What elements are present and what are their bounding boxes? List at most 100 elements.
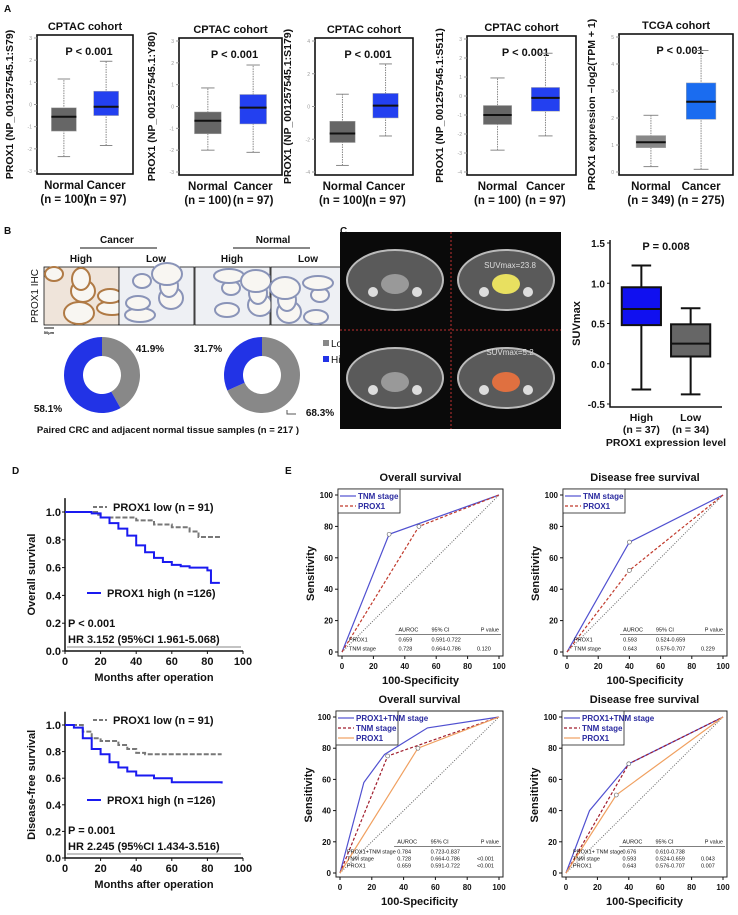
table-cell: 0.120 (477, 647, 491, 653)
km-line-high (65, 511, 220, 584)
gland-shape (97, 288, 123, 304)
km-line-high (65, 724, 223, 784)
legend-swatch-low (323, 340, 329, 346)
table-header: AUROC (397, 839, 417, 845)
y-tick-label: 0 (29, 103, 32, 109)
y-tick-label: 60 (549, 554, 558, 563)
x-tick-label: 40 (399, 883, 408, 892)
table-cell: 0.591-0.722 (431, 638, 460, 644)
km-curve-9: 0 20 40 60 80 100 0.0 0.2 0.4 0.6 0.8 1.0 Disease-fr… (26, 711, 252, 891)
table-cell: 0.610-0.738 (655, 849, 684, 855)
legend-label: TNM stage (582, 724, 623, 733)
cutoff-point (627, 539, 632, 545)
y-tick-label: 20 (324, 617, 333, 626)
pet-hotspot (492, 274, 520, 294)
bone (523, 385, 533, 395)
plot-frame (618, 33, 734, 176)
y-tick-label: -3 (458, 151, 463, 157)
table-cell: 0.007 (701, 863, 715, 869)
x-tick-label: 0 (340, 662, 345, 671)
gland-shape (125, 295, 151, 311)
y-tick-label: 0 (327, 869, 332, 878)
x-axis-label: 100-Specificity (606, 896, 684, 908)
y-tick-label: 40 (548, 807, 557, 816)
y-tick-label: 2 (29, 58, 32, 64)
y-tick-label: 60 (548, 775, 557, 784)
legend-box (561, 710, 625, 746)
donut-slice-high (63, 337, 121, 413)
table-header: AUROC (399, 628, 419, 634)
reference-diagonal (339, 716, 500, 874)
plot-frame (335, 710, 504, 878)
x-tick-label: 80 (463, 883, 472, 892)
x-tick-label: 20 (594, 662, 603, 671)
roc-line (339, 716, 500, 874)
gland-shape (302, 275, 334, 291)
group-label: High (630, 412, 653, 424)
y-tick-label: 1.0 (46, 507, 61, 519)
x-axis-label: Months after operation (94, 672, 213, 684)
y-tick-label: 80 (322, 744, 331, 753)
donut-slice-low (102, 337, 140, 409)
y-tick-label: 2 (307, 72, 310, 78)
p-value: P < 0.001 (65, 46, 112, 58)
y-tick-label: 60 (324, 554, 333, 563)
table-cell: PROX1 (349, 638, 368, 644)
table-cell: TNM stage (574, 647, 601, 653)
donut-slice-low (227, 337, 300, 414)
y-tick-label: 3 (459, 37, 462, 43)
table-cell: 0.593 (623, 856, 637, 862)
x-tick-label: 60 (656, 662, 665, 671)
x-tick-label: 80 (201, 863, 213, 875)
y-tick-label: 40 (549, 585, 558, 594)
panel-label: D (12, 466, 19, 477)
y-tick-label: 4 (307, 39, 310, 45)
y-tick-label: 1 (611, 143, 614, 149)
table-cell: PROX1+ TNM stage (573, 849, 623, 855)
y-tick-label: -1 (170, 126, 175, 132)
y-tick-label: 100 (544, 713, 558, 722)
y-axis-label: Overall survival (26, 534, 38, 616)
legend-box (335, 710, 399, 746)
ct-organ (381, 274, 409, 294)
group-label: Cancer (366, 181, 406, 193)
roc-curve-13: Disease free survival 0 20 40 60 80 100 0 20 40 60… (529, 694, 730, 908)
y-tick-label: -2 (306, 137, 311, 143)
column-label: Low (146, 254, 166, 265)
x-tick-label: 60 (431, 883, 440, 892)
x-tick-label: 0 (338, 883, 343, 892)
y-tick-label: 3 (29, 36, 32, 42)
table-header: 95% CI (431, 839, 450, 845)
y-axis-label: Sensitivity (303, 767, 315, 823)
panel-label: C (340, 226, 347, 237)
group-label: Cancer (234, 181, 274, 193)
y-tick-label: 0.8 (46, 747, 61, 759)
x-tick-label: 0 (564, 883, 569, 892)
plot-frame (337, 488, 504, 657)
table-cell: 0.643 (623, 647, 637, 653)
y-tick-label: 0 (307, 105, 310, 111)
panel-label: A (4, 4, 11, 15)
x-tick-label: 20 (593, 883, 602, 892)
y-axis-label: PROX1 (NP_001257545.1:S179) (282, 29, 294, 184)
table-header: 95% CI (656, 628, 675, 634)
gland-shape (269, 276, 301, 300)
table-cell: 0.591-0.722 (431, 863, 460, 869)
y-tick-label: 60 (322, 775, 331, 784)
y-tick-label: 3 (611, 89, 614, 95)
chart-title: Disease free survival (590, 694, 699, 706)
panel-label: B (4, 226, 11, 237)
y-tick-label: 40 (322, 807, 331, 816)
table-cell: 0.664-0.786 (431, 647, 460, 653)
slice-label: 41.9% (136, 344, 164, 355)
chart-title: CPTAC cohort (484, 22, 559, 34)
y-tick-label: 0.2 (46, 826, 61, 838)
y-tick-label: 80 (549, 522, 558, 531)
x-tick-label: 0 (62, 863, 68, 875)
table-cell: TNM stage (349, 647, 376, 653)
x-tick-label: 60 (432, 662, 441, 671)
x-tick-label: 40 (625, 662, 634, 671)
group-n: (n = 100) (319, 195, 366, 207)
y-tick-label: 20 (548, 838, 557, 847)
